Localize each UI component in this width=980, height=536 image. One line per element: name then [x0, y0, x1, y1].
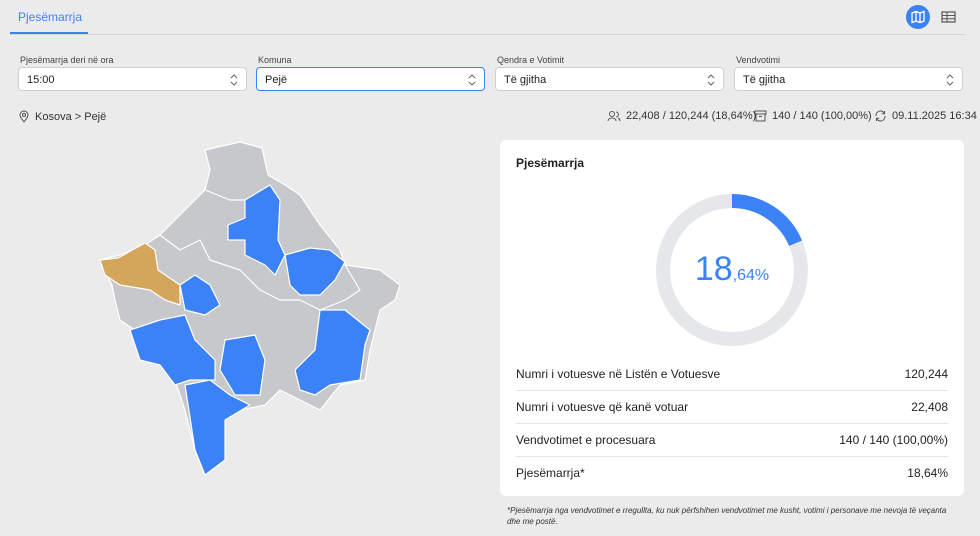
select-value: Të gjitha	[743, 74, 786, 86]
filter-label: Vendvotimi	[736, 55, 781, 65]
select-value: Pejë	[265, 74, 288, 86]
row-label: Numri i votuesve që kanë votuar	[516, 399, 689, 414]
map-region[interactable]	[227, 184, 286, 276]
view-toggle	[906, 5, 956, 29]
stat-row: Vendvotimet e procesuara 140 / 140 (100,0…	[516, 423, 948, 457]
filter-label: Pjesëmarrja deri në ora	[20, 55, 114, 65]
map-region[interactable]	[284, 247, 346, 296]
stat-row: Numri i votuesve në Listën e Votuesve 120…	[516, 357, 948, 391]
divider	[10, 34, 965, 35]
map-view-button[interactable]	[906, 5, 930, 29]
donut-arc	[656, 194, 808, 346]
map-region[interactable]	[129, 314, 216, 386]
card-title: Pjesëmarrja	[516, 156, 585, 170]
map	[99, 141, 401, 476]
donut-fraction: ,64%	[733, 267, 769, 284]
donut: 18,64%	[656, 194, 808, 346]
filter-label: Qendra e Votimit	[497, 55, 565, 65]
map-region[interactable]	[179, 274, 221, 316]
tab[interactable]: Pjesëmarrja	[18, 10, 83, 24]
map-region[interactable]	[99, 141, 401, 476]
map-region[interactable]	[184, 379, 251, 476]
voters-stat: 22,408 / 120,244 (18,64%)	[607, 110, 756, 122]
donut-main: 18	[695, 250, 733, 288]
row-value: 18,64%	[907, 465, 948, 480]
filter-select[interactable]: Të gjitha	[495, 67, 724, 91]
select-value: Të gjitha	[504, 74, 547, 86]
row-label: Pjesëmarrja*	[516, 465, 585, 480]
row-label: Numri i votuesve në Listën e Votuesve	[516, 366, 721, 381]
breadcrumb: Kosova > Pejë	[18, 110, 106, 123]
breadcrumb-text[interactable]: Kosova > Pejë	[35, 110, 107, 123]
filter-select[interactable]: Të gjitha	[734, 67, 963, 91]
filter-select[interactable]: Pejë	[256, 67, 485, 91]
stat-text: 09.11.2025 16:34	[892, 110, 977, 122]
footnote: *Pjesëmarrja nga vendvotimet e rregullta…	[507, 506, 947, 526]
row-value: 140 / 140 (100,00%)	[839, 432, 948, 447]
map-region-selected[interactable]	[99, 242, 181, 306]
stat-text: 22,408 / 120,244 (18,64%)	[626, 110, 757, 122]
stat-row: Numri i votuesve që kanë votuar 22,408	[516, 390, 948, 424]
turnout-card: Pjesëmarrja 18,64% Numri i votuesve në L…	[500, 140, 964, 496]
stat-row: Pjesëmarrja* 18,64%	[516, 456, 948, 489]
map-region[interactable]	[219, 334, 266, 396]
tab-underline	[10, 32, 88, 34]
updated-stat: 09.11.2025 16:34	[874, 110, 977, 122]
select-value: 15:00	[27, 74, 55, 86]
row-value: 22,408	[911, 399, 948, 414]
donut-label: 18,64%	[695, 250, 769, 288]
table-view-button[interactable]	[941, 11, 956, 23]
stations-stat: 140 / 140 (100,00%)	[754, 110, 872, 122]
stat-text: 140 / 140 (100,00%)	[772, 110, 872, 122]
filter-label: Komuna	[258, 55, 292, 65]
map-region[interactable]	[294, 309, 371, 396]
row-label: Vendvotimet e procesuara	[516, 432, 656, 447]
row-value: 120,244	[904, 366, 948, 381]
filter-select[interactable]: 15:00	[18, 67, 247, 91]
